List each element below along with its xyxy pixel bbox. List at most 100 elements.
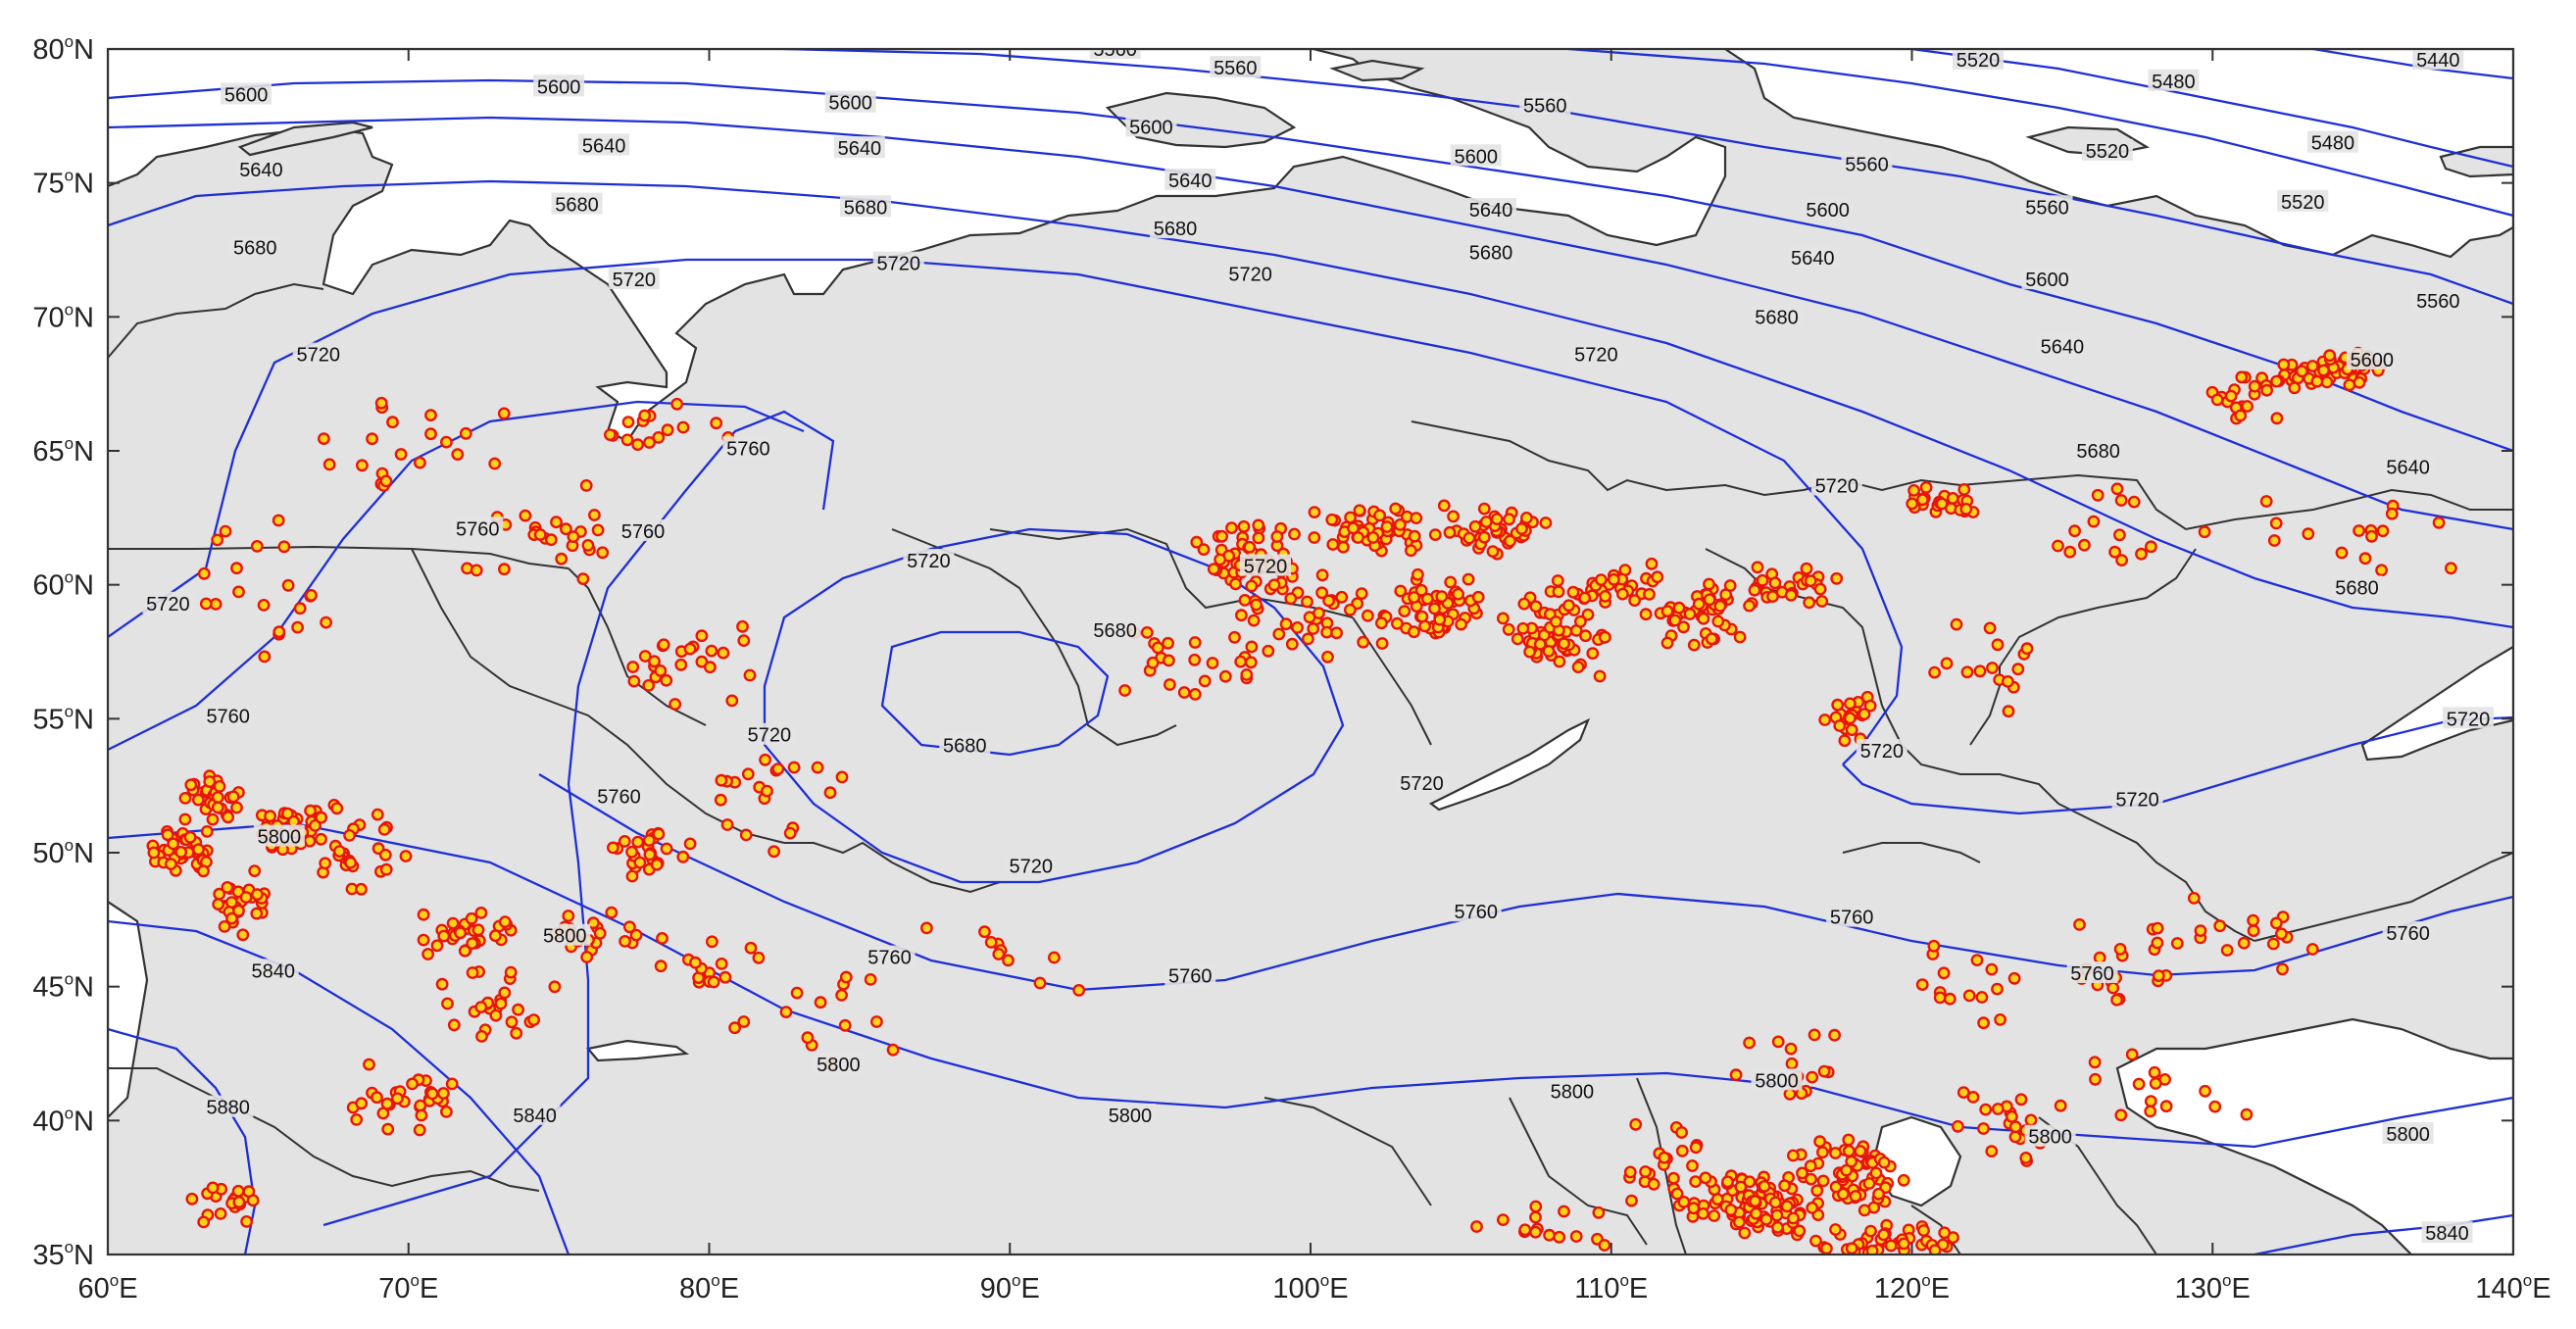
event-marker [652,430,666,444]
event-marker [1357,635,1370,649]
contour-label-halo [452,517,504,539]
event-marker [2114,494,2128,507]
event-marker [814,996,827,1009]
contour-label-halo [1856,739,1907,762]
event-marker [1452,587,1465,601]
event-marker [1490,513,1504,525]
event-marker [1574,615,1587,628]
event-marker [718,970,732,984]
event-marker [604,428,617,441]
lon-tick-hemisphere: E [1629,1273,1648,1304]
event-marker [206,812,220,826]
event-marker [1375,616,1388,630]
event-marker [638,650,652,663]
event-marker [178,812,192,826]
event-marker [291,620,304,634]
event-marker [350,1113,364,1126]
event-marker [838,1018,852,1032]
event-marker [458,944,471,958]
contour-label: 5760 [726,438,770,460]
contour-label: 5560 [1845,155,1889,176]
lat-tick-degree: 80 [32,34,64,66]
event-marker [591,523,605,537]
lat-tick-label: 60oN [32,568,94,602]
event-marker [1647,1177,1660,1191]
event-marker [1675,1126,1689,1139]
event-marker [1756,573,1769,587]
event-marker [230,562,243,575]
event-marker [1844,712,1857,725]
lat-tick-label: 50oN [32,836,94,869]
event-marker [2108,545,2122,559]
event-marker [1599,590,1612,603]
event-marker [1734,1180,1748,1194]
contour-label: 5760 [2386,923,2430,945]
contour-label-halo [618,519,669,541]
event-marker [2091,488,2105,502]
event-marker [618,835,631,848]
event-marker [1581,608,1595,621]
event-marker [1928,1244,1942,1255]
event-marker [1616,587,1629,601]
event-marker [1321,650,1334,664]
event-marker [371,1091,383,1105]
event-marker [864,973,877,986]
event-marker [1917,1224,1930,1237]
event-marker [435,977,449,991]
event-marker [695,629,709,643]
contour-label: 5560 [1214,58,1258,79]
contour-label-halo [1787,246,1839,269]
contour-label: 5760 [1168,966,1213,988]
contour-label-halo [539,923,591,946]
contour-5440 [2312,49,2513,80]
event-marker [835,989,848,1002]
event-marker [1308,531,1321,544]
contour-label: 5680 [2335,577,2379,599]
degree-symbol: o [2222,1271,2231,1290]
event-marker [441,997,454,1010]
event-marker [1471,590,1485,604]
event-marker [1504,534,1516,548]
event-marker [1516,621,1530,635]
lon-tick-label: 110oE [1574,1271,1648,1304]
contour-label: 5440 [2416,50,2460,72]
contour-label-halo [2382,1122,2434,1144]
lat-tick-label: 45oN [32,970,94,1004]
contour-label: 5760 [597,787,641,809]
event-marker [1389,502,1403,516]
event-marker [206,1181,220,1195]
event-marker [2151,921,2164,935]
event-marker [2008,1130,2022,1144]
degree-symbol: o [1619,1271,1628,1290]
event-marker [1408,529,1421,543]
contour-5760 [108,400,805,752]
event-marker [1785,1057,1799,1070]
event-marker [2248,379,2261,393]
event-marker [1398,605,1412,617]
event-marker [2159,1100,2173,1113]
event-marker [1235,609,1248,622]
lon-tick-degree: 60 [77,1273,109,1304]
contour-5840 [108,919,570,1255]
event-marker [620,433,634,447]
contour-label-halo [1210,56,1262,78]
contour-label: 5600 [2351,350,2395,371]
event-marker [1391,616,1404,630]
degree-symbol: o [65,434,74,453]
event-marker [447,1018,461,1032]
lat-tick-degree: 50 [32,838,64,869]
event-marker [1919,480,1933,494]
event-marker [498,915,512,928]
event-marker [1806,1070,1819,1084]
event-marker [1800,562,1813,575]
event-marker [2317,364,2330,377]
event-marker [488,929,502,943]
event-marker [2234,409,2248,422]
sea-of-japan [2115,1017,2513,1255]
event-marker [2068,524,2082,538]
contour-label: 5600 [2025,270,2069,291]
event-marker [1699,1171,1712,1185]
contour-label-halo [292,342,344,365]
contour-label-halo [1802,198,1854,220]
event-marker [771,763,785,775]
